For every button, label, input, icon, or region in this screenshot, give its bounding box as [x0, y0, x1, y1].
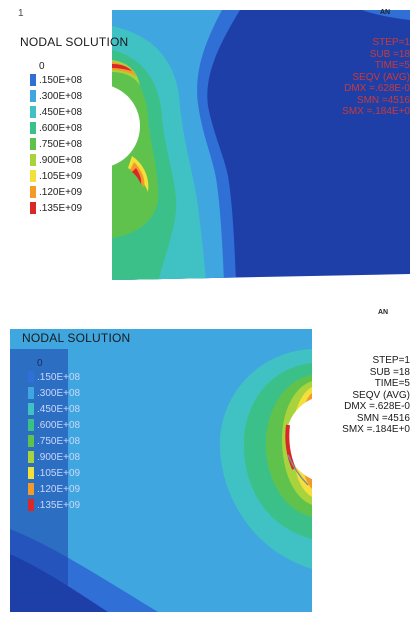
legend-swatch [28, 435, 34, 447]
top-contour-panel: 1 NODAL SOLUTION AN 0 .150E+08 .300E+08 … [8, 6, 410, 291]
legend-value: 0 [39, 60, 45, 72]
legend-value: .450E+08 [39, 106, 83, 118]
legend-value: .750E+08 [39, 138, 83, 150]
legend-value: .300E+08 [37, 387, 81, 399]
info-line: SEQV (AVG) [352, 71, 410, 83]
legend-swatch [28, 357, 34, 369]
legend-swatch [28, 419, 34, 431]
legend-row: .750E+08 [28, 435, 80, 447]
top-stress-contour-plot [112, 10, 410, 280]
legend-swatch [28, 451, 34, 463]
legend-row: .600E+08 [30, 122, 82, 134]
info-line: SUB =18 [369, 366, 410, 378]
legend-swatch [28, 467, 34, 479]
ansys-logo: AN [378, 309, 389, 316]
legend-value: .750E+08 [37, 435, 81, 447]
info-line: DMX =.628E-0 [344, 83, 410, 94]
bottom-contour-panel: NODAL SOLUTION AN 0 .150E+08 .300E+08 .4… [8, 309, 410, 612]
legend-row: .300E+08 [28, 387, 80, 399]
legend-row: .150E+08 [30, 74, 82, 86]
solution-info: STEP=1 SUB =18 TIME=5 SEQV (AVG) DMX =.6… [342, 355, 410, 436]
legend-value: .450E+08 [37, 403, 81, 415]
legend-row: .105E+09 [30, 170, 82, 182]
legend-row: .900E+08 [28, 451, 80, 463]
info-line: SMN =4516 [356, 94, 410, 106]
legend-swatch [30, 154, 36, 166]
legend-row: .150E+08 [28, 371, 80, 383]
bottom-stress-contour-plot [10, 329, 312, 612]
info-line: SEQV (AVG) [352, 389, 410, 401]
legend-swatch [28, 387, 34, 399]
legend-swatch [30, 60, 36, 72]
legend-swatch [30, 122, 36, 134]
legend-swatch [30, 74, 36, 86]
ansys-logo: AN [380, 9, 391, 16]
legend-value: .600E+08 [37, 419, 81, 431]
legend-value: .120E+09 [39, 186, 83, 198]
legend-row: .135E+09 [28, 499, 80, 511]
solution-title: NODAL SOLUTION [20, 35, 129, 49]
legend-swatch [28, 403, 34, 415]
legend-swatch [30, 202, 36, 214]
legend-value: .900E+08 [39, 154, 83, 166]
legend-row: 0 [30, 60, 45, 72]
info-line: SMX =.184E+0 [342, 106, 410, 117]
legend-value: .135E+09 [39, 202, 83, 214]
info-line: TIME=5 [374, 378, 410, 389]
legend-value: .300E+08 [39, 90, 83, 102]
legend-row: .120E+09 [28, 483, 80, 495]
legend-swatch [30, 138, 36, 150]
info-line: TIME=5 [374, 60, 410, 71]
legend-swatch [28, 499, 34, 511]
info-line: SUB =18 [369, 48, 410, 60]
legend-value: 0 [37, 357, 43, 369]
legend-value: .150E+08 [39, 74, 83, 86]
info-line: STEP=1 [372, 355, 410, 366]
legend-value: .105E+09 [39, 170, 83, 182]
legend-row: .450E+08 [30, 106, 82, 118]
info-line: DMX =.628E-0 [344, 401, 410, 412]
legend-row: .135E+09 [30, 202, 82, 214]
solution-title: NODAL SOLUTION [22, 331, 131, 345]
legend-value: .900E+08 [37, 451, 81, 463]
solution-info: STEP=1 SUB =18 TIME=5 SEQV (AVG) DMX =.6… [342, 37, 410, 118]
step-number: 1 [18, 8, 24, 19]
legend-swatch [30, 90, 36, 102]
legend-value: .150E+08 [37, 371, 81, 383]
legend-row: .105E+09 [28, 467, 80, 479]
legend-swatch [30, 170, 36, 182]
info-line: SMN =4516 [356, 412, 410, 424]
legend-swatch [30, 106, 36, 118]
info-line: SMX =.184E+0 [342, 424, 410, 435]
legend-value: .600E+08 [39, 122, 83, 134]
legend-value: .120E+09 [37, 483, 81, 495]
legend-swatch [28, 371, 34, 383]
legend-row: .900E+08 [30, 154, 82, 166]
legend-value: .105E+09 [37, 467, 81, 479]
legend-row: 0 [28, 357, 43, 369]
legend-swatch [28, 483, 34, 495]
legend-row: .600E+08 [28, 419, 80, 431]
legend-row: .300E+08 [30, 90, 82, 102]
info-line: STEP=1 [372, 37, 410, 48]
legend-row: .120E+09 [30, 186, 82, 198]
legend-swatch [30, 186, 36, 198]
legend-row: .750E+08 [30, 138, 82, 150]
legend-row: .450E+08 [28, 403, 80, 415]
legend-value: .135E+09 [37, 499, 81, 511]
